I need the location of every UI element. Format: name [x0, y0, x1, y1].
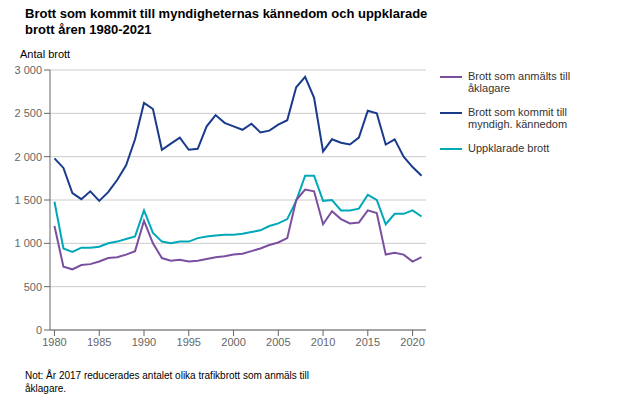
svg-text:1980: 1980: [42, 336, 66, 348]
svg-text:1990: 1990: [132, 336, 156, 348]
svg-text:2000: 2000: [221, 336, 245, 348]
svg-text:2005: 2005: [266, 336, 290, 348]
svg-text:1985: 1985: [87, 336, 111, 348]
svg-text:3 000: 3 000: [14, 64, 42, 76]
svg-text:1995: 1995: [177, 336, 201, 348]
svg-text:2 500: 2 500: [14, 107, 42, 119]
html-text:Brott som kommit till myndighe: Brott som kommit till myndigheternas kän…: [25, 6, 428, 37]
html-text:Not: År 2017 reducerades antal: Not: År 2017 reducerades antalet olika t…: [25, 370, 309, 394]
svg-text:2010: 2010: [311, 336, 335, 348]
svg-text:2015: 2015: [356, 336, 380, 348]
html-text:Brott som kommit till myndigh.: Brott som kommit till myndigh. kännedom: [468, 106, 568, 130]
svg-text:500: 500: [24, 281, 42, 293]
html-text:Uppklarade brott: Uppklarade brott: [468, 142, 550, 154]
svg-text:1 000: 1 000: [14, 237, 42, 249]
svg-text:0: 0: [36, 324, 42, 336]
html-text:Antal brott: Antal brott: [20, 48, 71, 60]
svg-text:2020: 2020: [400, 336, 424, 348]
html-text:Brott som anmälts till åklagar: Brott som anmälts till åklagare: [468, 70, 571, 94]
svg-text:1 500: 1 500: [14, 194, 42, 206]
svg-text:2 000: 2 000: [14, 151, 42, 163]
